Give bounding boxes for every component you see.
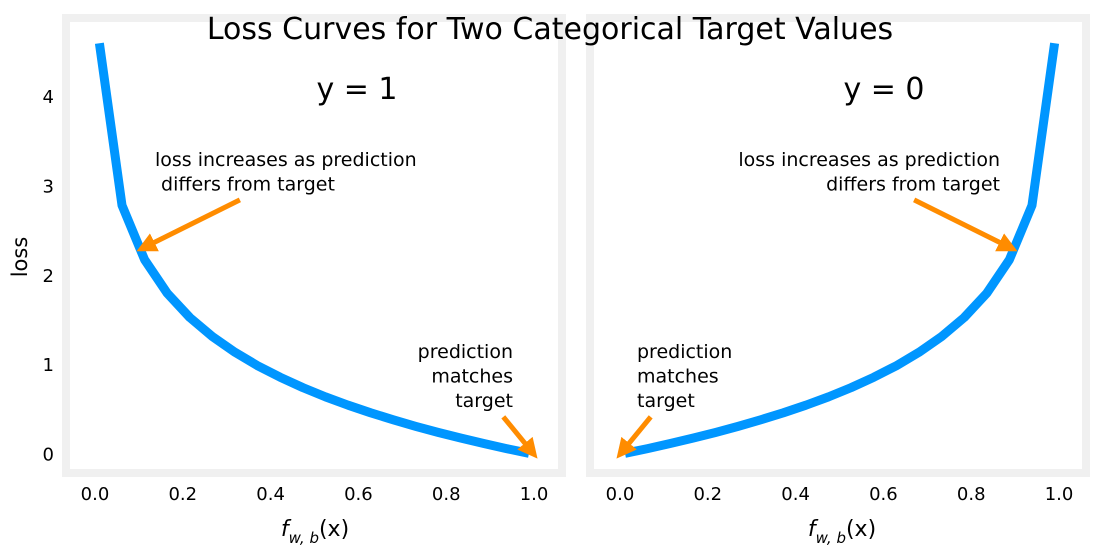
y-tick-label: 3 <box>43 177 54 198</box>
right-x-tick-label: 1.0 <box>1045 484 1074 505</box>
y-tick-label: 4 <box>43 87 54 108</box>
right-x-tick-label: 0.0 <box>606 484 635 505</box>
y-tick-label: 0 <box>43 444 54 465</box>
left-annotation-text: differs from target <box>155 174 335 196</box>
y-axis-label: loss <box>8 237 32 278</box>
left-x-tick-label: 0.4 <box>256 484 285 505</box>
right-annotation-text: prediction <box>637 341 732 363</box>
left-panel-frame <box>62 14 566 477</box>
right-annotation-text: target <box>637 390 695 412</box>
y-tick-label: 2 <box>43 266 54 287</box>
left-annotation-arrow <box>136 197 241 252</box>
left-x-axis-label: fw, b(x) <box>281 517 349 547</box>
right-x-tick-label: 0.4 <box>781 484 810 505</box>
left-annotation-text: prediction <box>418 341 513 363</box>
left-x-tick-label: 1.0 <box>520 484 549 505</box>
right-panel-frame <box>586 14 1090 477</box>
right-x-tick-label: 0.2 <box>693 484 722 505</box>
left-x-tick-label: 0.8 <box>432 484 461 505</box>
left-x-tick-label: 0.0 <box>81 484 110 505</box>
right-x-axis-label: fw, b(x) <box>808 517 876 547</box>
right-annotation-text: loss increases as prediction <box>738 149 1000 171</box>
right-panel-label: y = 0 <box>843 72 924 107</box>
right-loss-curve <box>624 42 1060 458</box>
right-annotation-text: matches <box>637 366 719 388</box>
left-panel-label: y = 1 <box>316 72 397 107</box>
right-x-tick-label: 0.6 <box>869 484 898 505</box>
left-annotation-text: matches <box>431 366 513 388</box>
left-annotation-arrow <box>501 415 538 459</box>
left-x-tick-label: 0.6 <box>344 484 373 505</box>
right-x-tick-label: 0.8 <box>957 484 986 505</box>
y-tick-label: 1 <box>43 355 54 376</box>
right-panel-plot: 0.0 0.2 0.4 0.6 0.8 1.0 loss increases as pred… <box>606 42 1074 505</box>
left-loss-curve <box>94 42 530 458</box>
right-annotation-text: differs from target <box>826 174 1000 196</box>
left-panel-plot: 0.0 0.2 0.4 0.6 0.8 1.0 0 1 2 3 4 loss increases as… <box>43 42 549 505</box>
right-annotation-arrow <box>616 415 653 459</box>
left-annotation-text: target <box>455 390 513 412</box>
left-annotation-text: loss increases as prediction <box>155 149 417 171</box>
right-annotation-arrow <box>913 197 1018 252</box>
figure-title: Loss Curves for Two Categorical Target V… <box>207 12 893 47</box>
left-x-tick-label: 0.2 <box>168 484 197 505</box>
